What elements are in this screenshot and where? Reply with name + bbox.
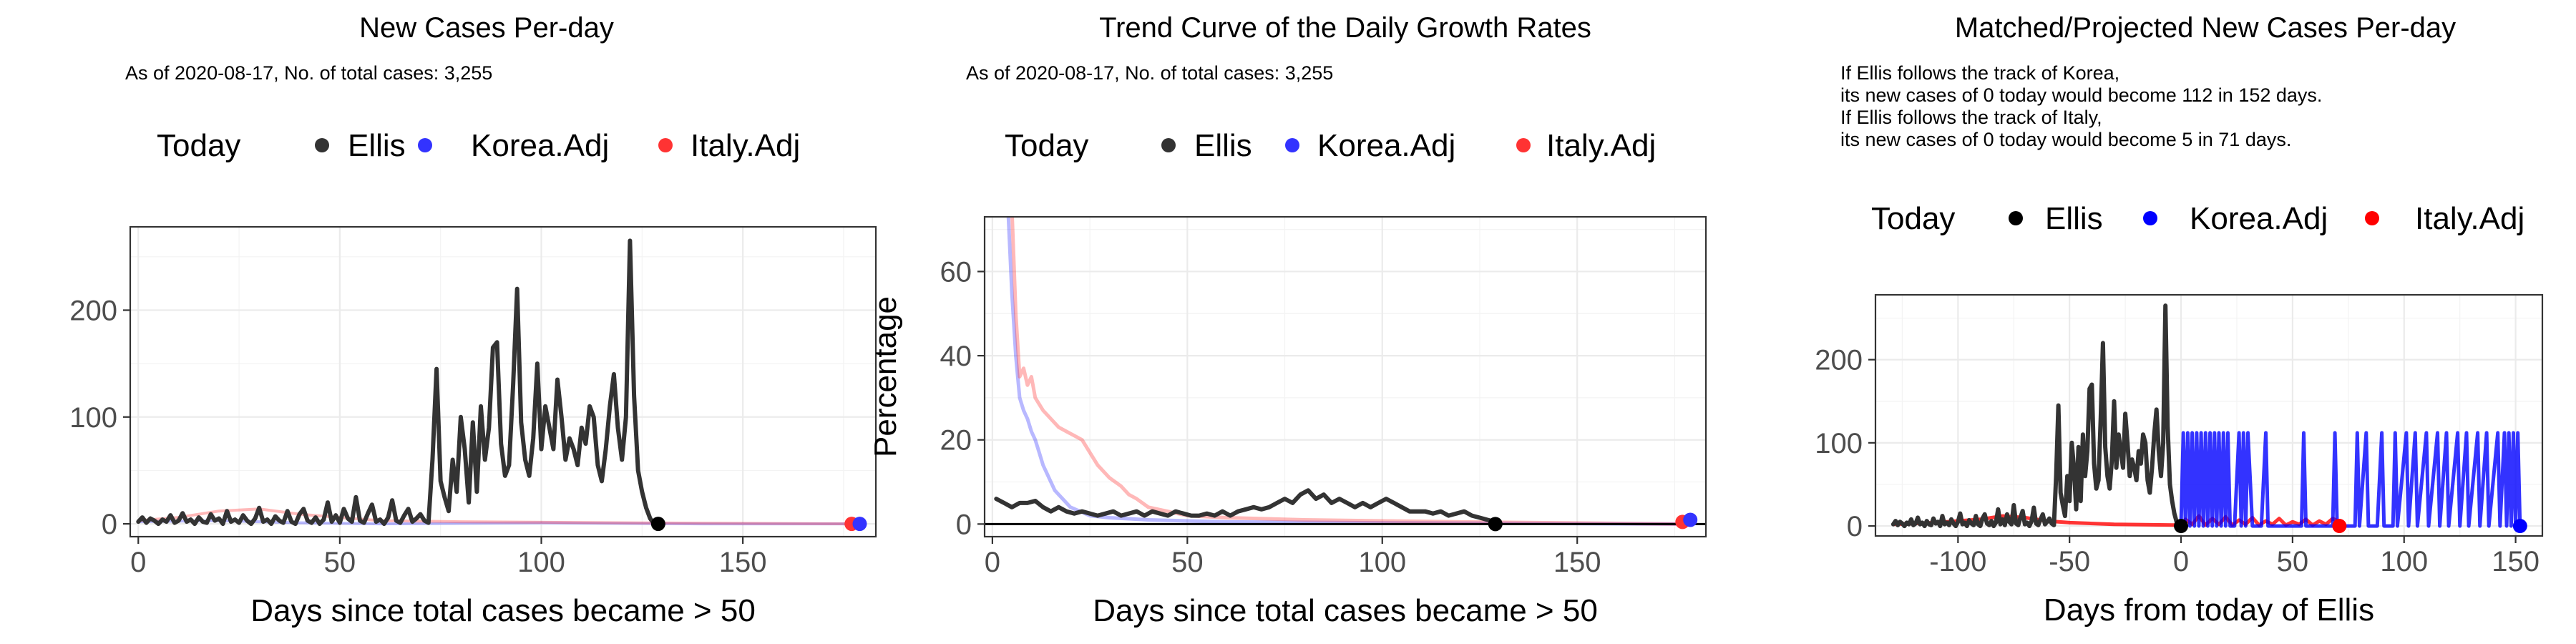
legend-title: Today <box>157 128 240 163</box>
chart-title: Matched/Projected New Cases Per-day <box>1955 12 2456 44</box>
today-point-korea-adj <box>2512 519 2527 534</box>
series-line-ellis <box>994 488 1498 525</box>
x-tick-label: -50 <box>2049 546 2090 577</box>
legend-title: Today <box>1871 201 1955 236</box>
x-tick-label: 100 <box>517 547 565 578</box>
y-tick-label: 100 <box>1815 428 1863 459</box>
chart-subtitle: As of 2020-08-17, No. of total cases: 3,… <box>125 62 492 84</box>
today-point-ellis <box>2174 519 2189 534</box>
panel-border <box>129 225 877 538</box>
legend-key <box>1161 138 1176 152</box>
y-tick-label: 40 <box>940 341 972 372</box>
today-point-korea-adj <box>1683 512 1698 527</box>
panel-border <box>1874 293 2544 537</box>
today-point-ellis <box>1488 517 1503 532</box>
chart-1: New Cases Per-day As of 2020-08-17, No. o… <box>69 12 877 628</box>
legend-key <box>1516 138 1531 152</box>
legend-label: Korea.Adj <box>471 128 609 163</box>
series-line-ellis <box>136 238 657 527</box>
today-point-korea-adj <box>852 517 867 532</box>
today-point-italy-adj <box>2332 519 2347 534</box>
x-tick-label: -100 <box>1929 546 1986 577</box>
legend-label: Italy.Adj <box>2415 201 2524 236</box>
x-tick-label: 50 <box>1171 547 1204 578</box>
legend-title: Today <box>1005 128 1088 163</box>
series-group <box>994 217 1692 526</box>
legend: Today Ellis Korea.Adj Italy.Adj <box>1005 128 1656 163</box>
x-axis-label: Days since total cases became > 50 <box>250 593 756 628</box>
legend-key <box>2009 211 2023 225</box>
y-tick-label: 0 <box>1847 511 1863 542</box>
x-tick-label: 150 <box>1553 547 1601 578</box>
y-tick-label: 200 <box>1815 345 1863 376</box>
legend-key <box>2365 211 2379 225</box>
x-tick-label: 0 <box>985 547 1000 578</box>
x-axis-label: Days from today of Ellis <box>2044 592 2374 628</box>
chart-subtitle: If Ellis follows the track of Italy, <box>1840 107 2102 128</box>
y-axis-label: Percentage <box>868 296 903 457</box>
chart-subtitle: As of 2020-08-17, No. of total cases: 3,… <box>966 62 1333 84</box>
x-tick-label: 150 <box>2492 546 2540 577</box>
legend-key <box>315 138 329 152</box>
x-tick-label: 50 <box>324 547 356 578</box>
y-tick-label: 100 <box>69 402 117 434</box>
x-axis-label: Days since total cases became > 50 <box>1093 593 1598 628</box>
panel-border <box>983 215 1707 538</box>
legend-label: Korea.Adj <box>2190 201 2328 236</box>
y-tick-label: 0 <box>102 509 117 540</box>
x-tick-label: 0 <box>2173 546 2189 577</box>
plot-area <box>129 225 877 538</box>
series-line-italy-adj <box>137 507 862 526</box>
legend-label: Ellis <box>2045 201 2103 236</box>
x-tick-label: 0 <box>130 547 146 578</box>
legend-key <box>1285 138 1299 152</box>
x-tick-label: 50 <box>2277 546 2309 577</box>
legend-label: Italy.Adj <box>691 128 800 163</box>
legend-key <box>2143 211 2157 225</box>
chart-subtitle: If Ellis follows the track of Korea, <box>1840 62 2119 84</box>
legend: Today Ellis Korea.Adj Italy.Adj <box>157 128 800 163</box>
series-line-ellis <box>1890 303 2183 529</box>
today-point-ellis <box>650 517 665 532</box>
chart-subtitle: its new cases of 0 today would become 11… <box>1840 84 2322 106</box>
legend-label: Ellis <box>348 128 406 163</box>
plot-area <box>1874 293 2544 537</box>
chart-title: New Cases Per-day <box>359 12 614 44</box>
x-tick-label: 100 <box>1358 547 1406 578</box>
legend-label: Korea.Adj <box>1317 128 1455 163</box>
chart-3: Matched/Projected New Cases Per-day If El… <box>1815 12 2544 628</box>
y-tick-label: 0 <box>956 509 972 540</box>
legend-label: Italy.Adj <box>1546 128 1656 163</box>
legend-label: Ellis <box>1194 128 1252 163</box>
chart-title: Trend Curve of the Daily Growth Rates <box>1099 12 1591 44</box>
chart-2: Trend Curve of the Daily Growth Rates As … <box>868 12 1707 628</box>
y-tick-label: 200 <box>69 295 117 326</box>
x-tick-label: 150 <box>719 547 767 578</box>
chart-subtitle: its new cases of 0 today would become 5 … <box>1840 129 2291 150</box>
x-tick-label: 100 <box>2380 546 2428 577</box>
series-group <box>136 238 862 527</box>
series-line-korea-adj <box>1006 217 1692 526</box>
y-tick-label: 20 <box>940 425 972 457</box>
legend: Today Ellis Korea.Adj Italy.Adj <box>1871 201 2524 236</box>
y-tick-label: 60 <box>940 256 972 288</box>
legend-key <box>418 138 432 152</box>
plot-area <box>983 215 1707 538</box>
legend-key <box>658 138 673 152</box>
